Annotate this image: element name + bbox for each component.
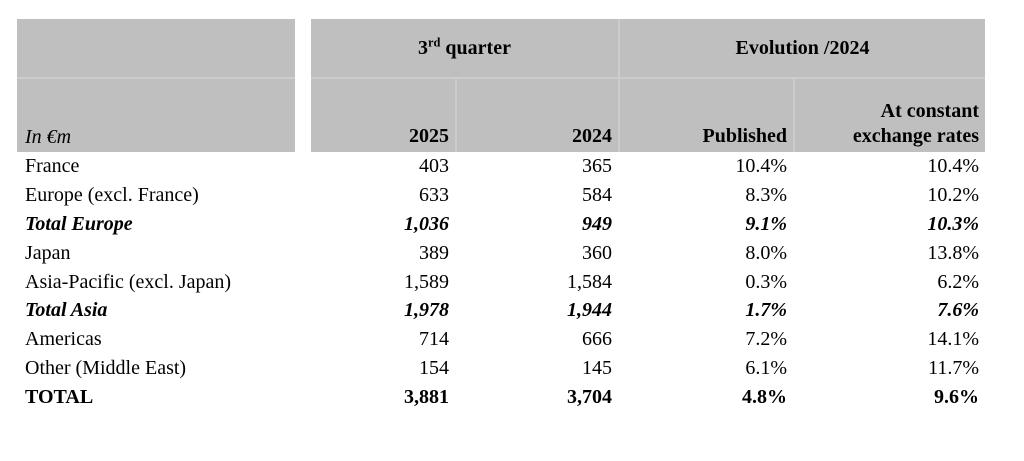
value-2025: 714 bbox=[419, 328, 449, 351]
value-published: 10.4% bbox=[735, 154, 787, 177]
value-2024: 365 bbox=[582, 154, 612, 177]
value-constant: 9.6% bbox=[934, 386, 979, 409]
value-constant: 10.4% bbox=[927, 154, 979, 177]
header-group-quarter: 3rd quarter bbox=[311, 19, 618, 79]
row-label: Americas bbox=[25, 328, 102, 351]
column-gap bbox=[295, 239, 311, 268]
value-constant: 7.6% bbox=[937, 299, 979, 322]
row-label: France bbox=[25, 154, 80, 177]
value-2024: 584 bbox=[582, 183, 612, 206]
value-2025: 1,978 bbox=[404, 299, 449, 322]
value-2025: 403 bbox=[419, 154, 449, 177]
column-header-2025: 2025 bbox=[311, 79, 455, 152]
table-row: Europe (excl. France) 633 584 8.3% 10.2% bbox=[17, 181, 985, 210]
column-header-published: Published bbox=[618, 79, 793, 152]
column-gap bbox=[295, 181, 311, 210]
revenue-by-region-table: 3rd quarter Evolution /2024 In €m 2025 2… bbox=[17, 19, 985, 412]
value-2024: 1,584 bbox=[567, 270, 612, 293]
table-body: France 403 365 10.4% 10.4% Europe (excl. Fran… bbox=[17, 152, 985, 412]
value-2024: 1,944 bbox=[567, 299, 612, 322]
table-header-column-row: In €m 2025 2024 Published At constant exc… bbox=[17, 79, 985, 152]
value-constant: 13.8% bbox=[927, 241, 979, 264]
row-label: Asia-Pacific (excl. Japan) bbox=[25, 270, 232, 293]
value-2025: 1,589 bbox=[404, 270, 449, 293]
constant-rates-label: At constant exchange rates bbox=[852, 100, 979, 147]
column-gap bbox=[295, 210, 311, 239]
table-row: Total Asia 1,978 1,944 1.7% 7.6% bbox=[17, 296, 985, 325]
unit-label-cell: In €m bbox=[17, 79, 295, 152]
value-published: 4.8% bbox=[742, 386, 787, 409]
ordinal-suffix: rd bbox=[428, 34, 441, 49]
row-label: TOTAL bbox=[25, 386, 94, 409]
value-2025: 633 bbox=[419, 183, 449, 206]
row-label: Other (Middle East) bbox=[25, 357, 187, 380]
table-row: Total Europe 1,036 949 9.1% 10.3% bbox=[17, 210, 985, 239]
table-row: Japan 389 360 8.0% 13.8% bbox=[17, 239, 985, 268]
column-gap bbox=[295, 383, 311, 412]
header-corner-cell bbox=[17, 19, 295, 79]
header-group-evolution: Evolution /2024 bbox=[618, 19, 985, 79]
value-published: 6.1% bbox=[745, 357, 787, 380]
evolution-label: Evolution /2024 bbox=[735, 36, 870, 59]
value-constant: 6.2% bbox=[937, 270, 979, 293]
column-gap bbox=[295, 268, 311, 297]
value-2024: 666 bbox=[582, 328, 612, 351]
column-gap bbox=[295, 152, 311, 181]
table-row: TOTAL 3,881 3,704 4.8% 9.6% bbox=[17, 383, 985, 412]
table-row: Americas 714 666 7.2% 14.1% bbox=[17, 325, 985, 354]
row-label: Japan bbox=[25, 241, 71, 264]
table-row: Other (Middle East) 154 145 6.1% 11.7% bbox=[17, 354, 985, 383]
column-gap bbox=[295, 79, 311, 152]
column-header-2024: 2024 bbox=[455, 79, 618, 152]
value-2024: 3,704 bbox=[567, 386, 612, 409]
unit-label: In €m bbox=[25, 126, 72, 148]
value-published: 0.3% bbox=[745, 270, 787, 293]
column-gap bbox=[295, 325, 311, 354]
value-2025: 3,881 bbox=[404, 386, 449, 409]
column-gap bbox=[295, 354, 311, 383]
value-constant: 14.1% bbox=[927, 328, 979, 351]
value-published: 7.2% bbox=[745, 328, 787, 351]
value-2025: 389 bbox=[419, 241, 449, 264]
column-gap bbox=[295, 19, 311, 79]
value-2024: 360 bbox=[582, 241, 612, 264]
value-published: 9.1% bbox=[745, 212, 787, 235]
row-label: Europe (excl. France) bbox=[25, 183, 199, 206]
value-2024: 145 bbox=[582, 357, 612, 380]
value-constant: 10.3% bbox=[927, 212, 979, 235]
value-published: 8.3% bbox=[745, 183, 787, 206]
value-2025: 1,036 bbox=[404, 212, 449, 235]
value-published: 8.0% bbox=[745, 241, 787, 264]
table-row: Asia-Pacific (excl. Japan) 1,589 1,584 0.3%… bbox=[17, 268, 985, 297]
table-row: France 403 365 10.4% 10.4% bbox=[17, 152, 985, 181]
row-label: Total Europe bbox=[25, 212, 133, 235]
value-2024: 949 bbox=[582, 212, 612, 235]
value-constant: 11.7% bbox=[928, 357, 979, 380]
quarter-label: 3rd quarter bbox=[418, 34, 511, 59]
column-header-constant-rates: At constant exchange rates bbox=[793, 79, 985, 152]
value-2025: 154 bbox=[419, 357, 449, 380]
row-label: Total Asia bbox=[25, 299, 108, 322]
column-gap bbox=[295, 296, 311, 325]
value-constant: 10.2% bbox=[927, 183, 979, 206]
table-header-group-row: 3rd quarter Evolution /2024 bbox=[17, 19, 985, 79]
value-published: 1.7% bbox=[745, 299, 787, 322]
